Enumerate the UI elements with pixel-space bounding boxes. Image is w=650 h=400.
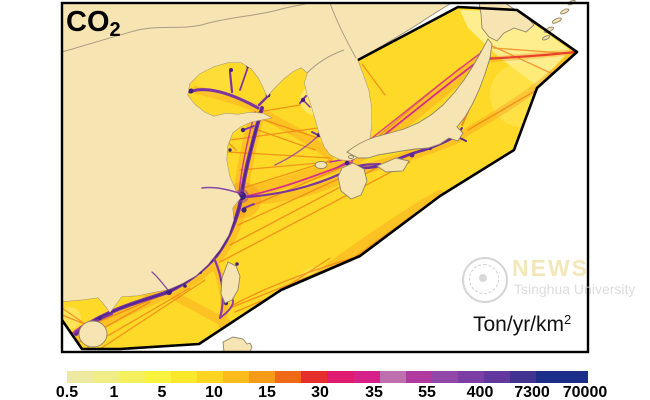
- island-hainan: [78, 320, 108, 348]
- colorbar-segment: [275, 371, 302, 383]
- colorbar-tick: 30: [311, 384, 329, 400]
- island-shikoku: [376, 157, 410, 173]
- island-honshu: [346, 38, 493, 159]
- pollutant-name: CO: [66, 6, 110, 38]
- colorbar-segment: [171, 371, 198, 383]
- colorbar-segment: [223, 371, 250, 383]
- islands: [78, 0, 576, 353]
- island-jeju: [314, 161, 328, 169]
- unit-superscript: 2: [564, 312, 572, 327]
- map-frame: [60, 1, 590, 354]
- domain-boundary: [60, 5, 579, 351]
- kuril-islands: [541, 0, 576, 41]
- colorbar-segment: [405, 371, 432, 383]
- colorbar-segment: [379, 371, 406, 383]
- colorbar-segment: [457, 371, 484, 383]
- colorbar-tick: 55: [418, 384, 436, 400]
- colorbar-tick: 1: [109, 384, 119, 400]
- unit-text: Ton/yr/km: [473, 313, 565, 336]
- island-taiwan: [220, 261, 241, 304]
- colorbar-tick: 10: [205, 384, 223, 400]
- colorbar-segment: [327, 371, 354, 383]
- colorbar-segment: [67, 371, 94, 383]
- colorbar-segment: [509, 371, 536, 383]
- colorbar-segment: [431, 371, 458, 383]
- pollutant-label: CO2: [66, 6, 121, 41]
- colorbar-segment: [353, 371, 380, 383]
- colorbar-segment: [119, 371, 146, 383]
- colorbar-ticks: 0.5 1 5 10 15 30 35 55 400 7300 70000: [0, 384, 650, 400]
- pollutant-subscript: 2: [109, 19, 121, 41]
- colorbar-tick: 70000: [562, 384, 608, 400]
- inland-borders: [61, 2, 357, 74]
- colorbar-segment: [301, 371, 328, 383]
- colorbar-segment: [93, 371, 120, 383]
- rivers: [151, 186, 243, 291]
- colorbar-tick: 0.5: [55, 384, 79, 400]
- unit-label: Ton/yr/km2: [473, 312, 571, 337]
- colorbar-tick: 15: [258, 384, 276, 400]
- island-kyushu: [337, 162, 368, 200]
- colorbar-tick: 35: [365, 384, 383, 400]
- colorbar-segment: [483, 371, 510, 383]
- colorbar: [67, 371, 588, 383]
- colorbar-segment: [249, 371, 276, 383]
- colorbar-segment: [197, 371, 224, 383]
- colorbar-segment: [535, 371, 588, 383]
- island-tsushima: [348, 155, 354, 159]
- colorbar-tick: 400: [466, 384, 494, 400]
- colorbar-tick: 5: [157, 384, 167, 400]
- colorbar-tick: 7300: [514, 384, 550, 400]
- colorbar-segment: [145, 371, 172, 383]
